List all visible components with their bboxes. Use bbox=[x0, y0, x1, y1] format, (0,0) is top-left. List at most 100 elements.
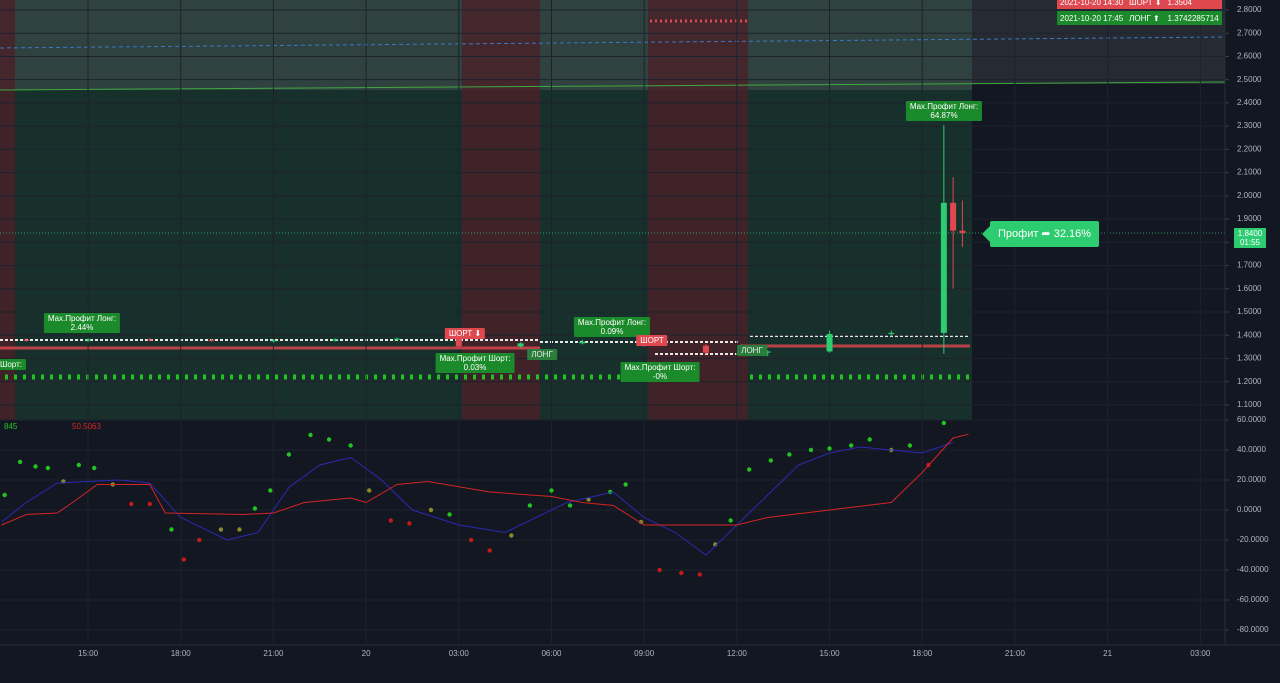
short-zone bbox=[648, 0, 748, 420]
annotation-line: ЛОНГ bbox=[531, 350, 553, 359]
indicator-dot bbox=[679, 570, 684, 576]
x-tick-label: 21:00 bbox=[263, 649, 284, 658]
annotation-line: ШОРТ bbox=[640, 336, 664, 345]
y-tick-label: -60.0000 bbox=[1237, 595, 1269, 604]
annotation-line: ШОРТ ⬇ bbox=[448, 329, 482, 338]
y-tick-label: 2.2000 bbox=[1237, 144, 1262, 153]
x-tick-label: 21:00 bbox=[1005, 649, 1026, 658]
y-tick-label: 1.1000 bbox=[1237, 400, 1262, 409]
indicator-dot bbox=[447, 512, 452, 517]
indicator-dot bbox=[218, 527, 224, 532]
y-tick-label: 2.5000 bbox=[1237, 75, 1262, 84]
y-tick-label: -20.0000 bbox=[1237, 535, 1269, 544]
trade-row: 2021-10-20 14:30 ШОРТ ⬇ 1.3504 bbox=[1057, 0, 1222, 9]
indicator-dot bbox=[428, 507, 434, 513]
annotation: Max.Профит Шорт: 0.03% bbox=[435, 353, 515, 373]
candle-body bbox=[888, 332, 895, 335]
annotation-line: Шорт: bbox=[0, 360, 22, 369]
indicator-dot bbox=[768, 458, 774, 463]
candle-body bbox=[332, 339, 339, 341]
indicator-dot bbox=[623, 482, 628, 487]
indicator-dot bbox=[308, 432, 313, 438]
y-tick-label: 0.0000 bbox=[1237, 505, 1262, 514]
legend-value: 845 bbox=[4, 422, 18, 431]
indicator-dot bbox=[468, 537, 474, 543]
indicator-dot bbox=[827, 446, 832, 451]
indicator-dot bbox=[638, 519, 644, 525]
indicator-dot bbox=[808, 447, 814, 453]
indicator-dot bbox=[197, 537, 202, 543]
candle-body bbox=[23, 339, 30, 341]
indicator-dot bbox=[286, 452, 292, 457]
x-tick-label: 03:00 bbox=[449, 649, 470, 658]
y-tick-label: 1.6000 bbox=[1237, 284, 1262, 293]
price-tag-price: 1.8400 bbox=[1237, 229, 1263, 238]
annotation: ЛОНГ bbox=[527, 349, 557, 360]
indicator-dot bbox=[348, 443, 353, 448]
indicator-dot bbox=[237, 527, 242, 532]
indicator-dot bbox=[92, 465, 97, 471]
indicator-dot bbox=[527, 503, 533, 508]
price-tag-countdown: 01:55 bbox=[1239, 238, 1261, 247]
indicator-dot bbox=[252, 506, 258, 511]
annotation-line: Max.Профит Лонг: bbox=[577, 318, 647, 327]
x-tick-label: 06:00 bbox=[541, 649, 562, 658]
x-tick-label: 18:00 bbox=[912, 649, 933, 658]
annotation-line: 2.44% bbox=[70, 323, 94, 332]
candle-body bbox=[950, 202, 957, 231]
dashed-line bbox=[0, 36, 1226, 49]
indicator-dot bbox=[509, 533, 514, 538]
indicator-dot bbox=[169, 527, 174, 532]
indicator-dot bbox=[17, 459, 23, 465]
indicator-dot bbox=[326, 437, 332, 442]
candle-body bbox=[702, 345, 709, 353]
y-tick-label: 60.0000 bbox=[1237, 415, 1266, 424]
short-zone bbox=[462, 0, 540, 420]
y-tick-label: 1.3000 bbox=[1237, 354, 1262, 363]
trade-side: ШОРТ ⬇ bbox=[1126, 0, 1165, 9]
candle-body bbox=[146, 339, 153, 341]
trade-side: ЛОНГ ⬆ bbox=[1126, 11, 1165, 25]
annotation: Max.Профит Шорт: -0% bbox=[620, 362, 700, 382]
indicator-dot bbox=[867, 437, 872, 442]
candle-body bbox=[959, 230, 966, 233]
y-tick-label: 2.7000 bbox=[1237, 28, 1262, 37]
x-tick-label: 03:00 bbox=[1190, 649, 1211, 658]
annotation-line: -0% bbox=[652, 372, 668, 381]
annotation-line: Max.Профит Лонг: bbox=[47, 314, 117, 323]
y-tick-label: 20.0000 bbox=[1237, 475, 1266, 484]
x-tick-label: 12:00 bbox=[727, 649, 748, 658]
trades-table: 2021-10-20 14:30 ШОРТ ⬇ 1.3504 2021-10-20 … bbox=[1057, 0, 1222, 27]
y-tick-label: 1.9000 bbox=[1237, 214, 1262, 223]
y-tick-label: 1.7000 bbox=[1237, 261, 1262, 270]
y-tick-label: 2.0000 bbox=[1237, 191, 1262, 200]
annotation-line: Max.Профит Шорт: bbox=[439, 354, 511, 363]
y-tick-label: 2.1000 bbox=[1237, 168, 1262, 177]
indicator-dot bbox=[147, 501, 153, 507]
indicator-dot bbox=[268, 488, 273, 493]
y-tick-label: -40.0000 bbox=[1237, 565, 1269, 574]
y-tick-label: 1.2000 bbox=[1237, 377, 1262, 386]
price-tag: 1.8400 01:55 bbox=[1234, 228, 1266, 248]
candle-body bbox=[940, 202, 947, 333]
indicator-dot bbox=[76, 462, 81, 468]
annotation: Max.Профит Лонг: 64.87% bbox=[905, 101, 983, 121]
annotation-line: 64.87% bbox=[930, 111, 958, 120]
indicator-dot bbox=[181, 557, 187, 562]
x-tick-label: 15:00 bbox=[820, 649, 841, 658]
x-tick-label: 18:00 bbox=[171, 649, 192, 658]
candle-body bbox=[579, 341, 586, 344]
indicator-dot bbox=[567, 503, 573, 508]
annotation: ЛОНГ bbox=[737, 345, 767, 356]
y-tick-label: 1.5000 bbox=[1237, 307, 1262, 316]
indicator-dot bbox=[907, 443, 913, 448]
indicator-dot bbox=[388, 518, 394, 523]
indicator-dot bbox=[941, 420, 947, 426]
x-tick-label: 15:00 bbox=[78, 649, 99, 658]
candle-body bbox=[208, 339, 215, 341]
annotation-line: ЛОНГ bbox=[741, 346, 763, 355]
annotation-line: Max.Профит Лонг: bbox=[909, 102, 979, 111]
